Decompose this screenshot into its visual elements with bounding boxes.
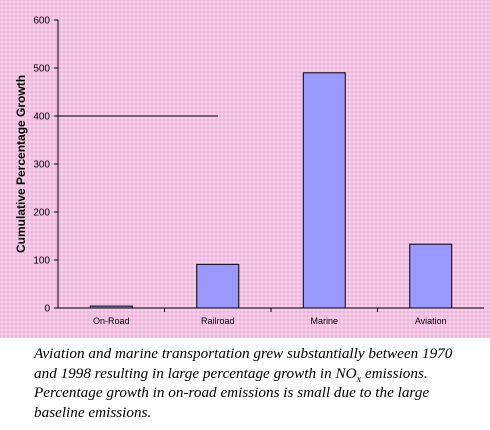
x-axis-ticks: On-Road Railroad Marine Aviation [93, 308, 447, 326]
x-tick-label: Marine [310, 316, 338, 326]
y-tick-label: 300 [33, 160, 50, 171]
x-tick-label: Railroad [201, 316, 235, 326]
bars [89, 72, 453, 309]
figure-caption: Aviation and marine transportation grew … [34, 344, 474, 422]
y-tick-label: 200 [33, 208, 50, 219]
x-tick-label: Aviation [415, 316, 447, 326]
y-axis-label: Cumulative Percentage Growth [14, 75, 28, 253]
y-tick-label: 600 [33, 16, 50, 27]
chart-panel: 0 100 200 300 400 500 600 On-Road Railroad Marin… [0, 0, 490, 338]
x-tick-label: On-Road [93, 316, 130, 326]
bar-marine [302, 72, 346, 309]
y-tick-label: 0 [44, 304, 50, 315]
bar-aviation [409, 243, 453, 309]
y-tick-label: 500 [33, 64, 50, 75]
bar-railroad [196, 263, 240, 309]
y-tick-label: 400 [33, 112, 50, 123]
bar-chart: 0 100 200 300 400 500 600 On-Road Railroad Marin… [14, 16, 484, 326]
y-tick-label: 100 [33, 256, 50, 267]
caption-subscript: x [356, 373, 362, 385]
caption-text-end: emissions. Percentage growth in on-road … [34, 364, 430, 421]
y-axis-ticks: 0 100 200 300 400 500 600 [33, 16, 58, 315]
caption-text-start: Aviation and marine transportation grew … [34, 345, 453, 382]
